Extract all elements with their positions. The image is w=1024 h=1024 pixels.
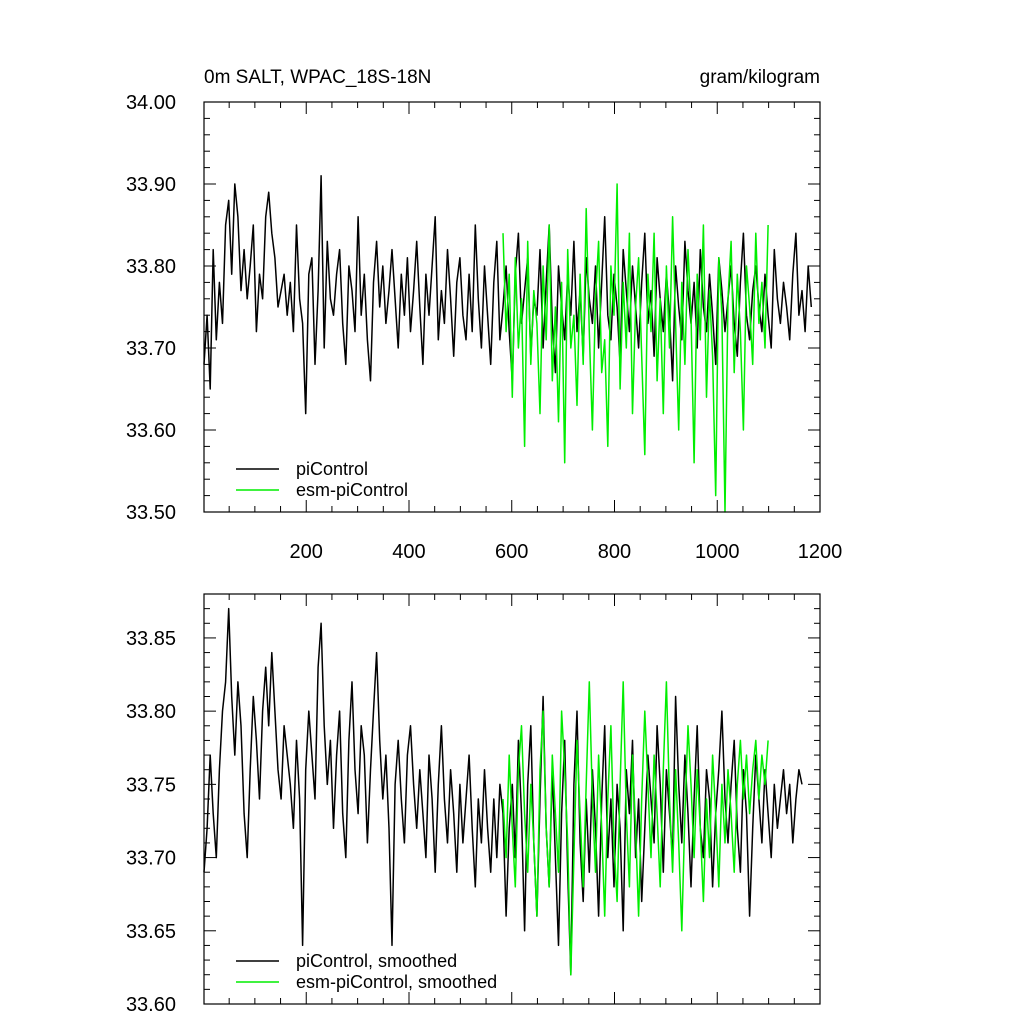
bottom-y-tick-label: 33.80 <box>126 701 176 723</box>
bottom-y-tick-label: 33.70 <box>126 848 176 870</box>
bottom-series-esm-picontrol-line <box>502 681 769 976</box>
top-panel: 0m SALT, WPAC_18S-18N gram/kilogram 33.5… <box>126 67 842 563</box>
top-x-tick-label: 1000 <box>695 541 740 563</box>
legend-label-picontrol-smoothed: piControl, smoothed <box>296 951 457 971</box>
top-series-group <box>203 175 813 513</box>
top-x-tick-label: 600 <box>495 541 528 563</box>
top-series-esm-picontrol-line <box>502 183 769 513</box>
top-axis-ticks: 33.50 33.60 33.70 33.80 33.90 34.00 200 400 600 8… <box>126 92 842 563</box>
bottom-y-tick-label: 33.65 <box>126 921 176 943</box>
bottom-series-group <box>203 607 803 976</box>
top-y-tick-label: 33.50 <box>126 502 176 524</box>
bottom-series-picontrol-line <box>203 607 803 976</box>
bottom-y-tick-label: 33.75 <box>126 774 176 796</box>
top-x-tick-label: 400 <box>392 541 425 563</box>
legend-label-esm-picontrol: esm-piControl <box>296 480 408 500</box>
bottom-axis-ticks: 33.60 33.65 33.70 33.75 33.80 33.85 <box>126 593 821 1016</box>
bottom-legend: piControl, smoothed esm-piControl, smoot… <box>236 951 497 992</box>
top-x-tick-label: 1200 <box>798 541 843 563</box>
top-y-tick-label: 33.80 <box>126 256 176 278</box>
top-y-tick-label: 33.90 <box>126 174 176 196</box>
bottom-y-tick-label: 33.85 <box>126 628 176 650</box>
units-label: gram/kilogram <box>700 67 820 88</box>
top-x-tick-label: 800 <box>598 541 631 563</box>
top-y-tick-label: 33.70 <box>126 338 176 360</box>
bottom-panel: 33.60 33.65 33.70 33.75 33.80 33.85 piControl… <box>126 593 821 1016</box>
top-plot-frame <box>203 101 821 513</box>
legend-label-picontrol: piControl <box>296 459 368 479</box>
top-y-tick-label: 34.00 <box>126 92 176 114</box>
top-legend: piControl esm-piControl <box>236 459 408 500</box>
bottom-y-tick-label: 33.60 <box>126 994 176 1016</box>
bottom-plot-frame <box>203 593 821 1005</box>
legend-label-esm-picontrol-smoothed: esm-piControl, smoothed <box>296 972 497 992</box>
chart-title: 0m SALT, WPAC_18S-18N <box>204 67 431 88</box>
top-x-tick-label: 200 <box>290 541 323 563</box>
top-y-tick-label: 33.60 <box>126 420 176 442</box>
